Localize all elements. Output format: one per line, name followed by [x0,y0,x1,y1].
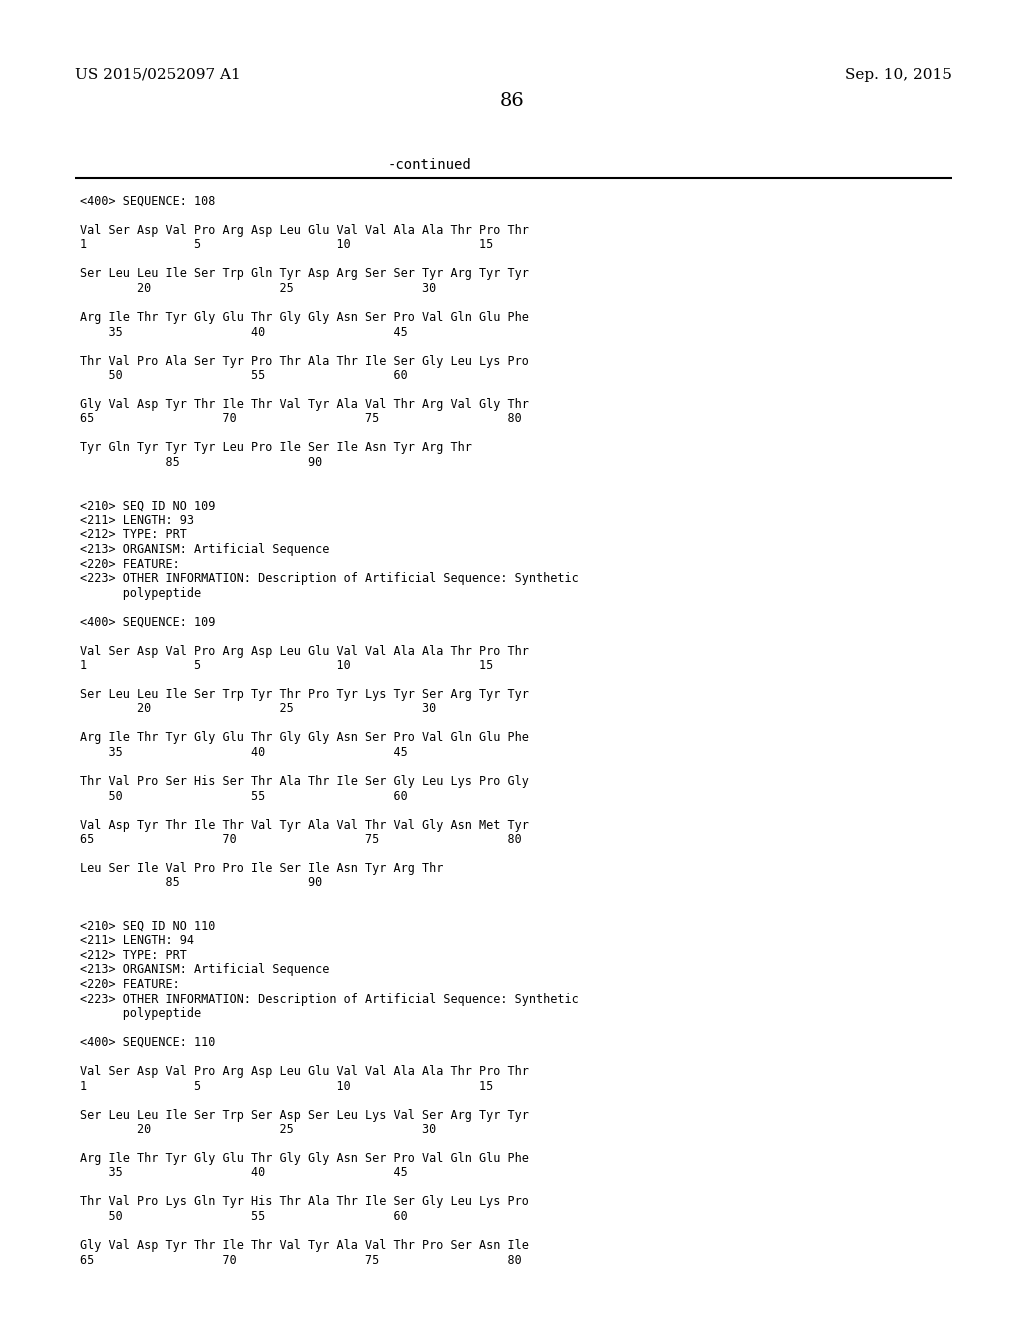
Text: Sep. 10, 2015: Sep. 10, 2015 [845,69,952,82]
Text: <400> SEQUENCE: 109: <400> SEQUENCE: 109 [80,615,215,628]
Text: 50                  55                  60: 50 55 60 [80,789,408,803]
Text: Tyr Gln Tyr Tyr Tyr Leu Pro Ile Ser Ile Asn Tyr Arg Thr: Tyr Gln Tyr Tyr Tyr Leu Pro Ile Ser Ile … [80,441,472,454]
Text: 35                  40                  45: 35 40 45 [80,1167,408,1180]
Text: 50                  55                  60: 50 55 60 [80,370,408,381]
Text: 65                  70                  75                  80: 65 70 75 80 [80,1254,522,1266]
Text: Leu Ser Ile Val Pro Pro Ile Ser Ile Asn Tyr Arg Thr: Leu Ser Ile Val Pro Pro Ile Ser Ile Asn … [80,862,443,875]
Text: 20                  25                  30: 20 25 30 [80,282,436,294]
Text: Val Ser Asp Val Pro Arg Asp Leu Glu Val Val Ala Ala Thr Pro Thr: Val Ser Asp Val Pro Arg Asp Leu Glu Val … [80,644,528,657]
Text: 1               5                   10                  15: 1 5 10 15 [80,659,494,672]
Text: Val Ser Asp Val Pro Arg Asp Leu Glu Val Val Ala Ala Thr Pro Thr: Val Ser Asp Val Pro Arg Asp Leu Glu Val … [80,1065,528,1078]
Text: Ser Leu Leu Ile Ser Trp Ser Asp Ser Leu Lys Val Ser Arg Tyr Tyr: Ser Leu Leu Ile Ser Trp Ser Asp Ser Leu … [80,1109,528,1122]
Text: 65                  70                  75                  80: 65 70 75 80 [80,412,522,425]
Text: Thr Val Pro Ser His Ser Thr Ala Thr Ile Ser Gly Leu Lys Pro Gly: Thr Val Pro Ser His Ser Thr Ala Thr Ile … [80,775,528,788]
Text: -continued: -continued [388,158,472,172]
Text: <400> SEQUENCE: 108: <400> SEQUENCE: 108 [80,195,215,209]
Text: US 2015/0252097 A1: US 2015/0252097 A1 [75,69,241,82]
Text: Ser Leu Leu Ile Ser Trp Gln Tyr Asp Arg Ser Ser Tyr Arg Tyr Tyr: Ser Leu Leu Ile Ser Trp Gln Tyr Asp Arg … [80,268,528,281]
Text: Thr Val Pro Lys Gln Tyr His Thr Ala Thr Ile Ser Gly Leu Lys Pro: Thr Val Pro Lys Gln Tyr His Thr Ala Thr … [80,1196,528,1209]
Text: Ser Leu Leu Ile Ser Trp Tyr Thr Pro Tyr Lys Tyr Ser Arg Tyr Tyr: Ser Leu Leu Ile Ser Trp Tyr Thr Pro Tyr … [80,688,528,701]
Text: <223> OTHER INFORMATION: Description of Artificial Sequence: Synthetic: <223> OTHER INFORMATION: Description of … [80,572,579,585]
Text: 20                  25                  30: 20 25 30 [80,702,436,715]
Text: <211> LENGTH: 93: <211> LENGTH: 93 [80,513,194,527]
Text: <212> TYPE: PRT: <212> TYPE: PRT [80,528,186,541]
Text: 65                  70                  75                  80: 65 70 75 80 [80,833,522,846]
Text: polypeptide: polypeptide [80,586,201,599]
Text: Arg Ile Thr Tyr Gly Glu Thr Gly Gly Asn Ser Pro Val Gln Glu Phe: Arg Ile Thr Tyr Gly Glu Thr Gly Gly Asn … [80,1152,528,1166]
Text: polypeptide: polypeptide [80,1007,201,1020]
Text: <400> SEQUENCE: 110: <400> SEQUENCE: 110 [80,1036,215,1049]
Text: <220> FEATURE:: <220> FEATURE: [80,978,180,991]
Text: <210> SEQ ID NO 109: <210> SEQ ID NO 109 [80,499,215,512]
Text: 35                  40                  45: 35 40 45 [80,746,408,759]
Text: Gly Val Asp Tyr Thr Ile Thr Val Tyr Ala Val Thr Pro Ser Asn Ile: Gly Val Asp Tyr Thr Ile Thr Val Tyr Ala … [80,1239,528,1251]
Text: Gly Val Asp Tyr Thr Ile Thr Val Tyr Ala Val Thr Arg Val Gly Thr: Gly Val Asp Tyr Thr Ile Thr Val Tyr Ala … [80,399,528,411]
Text: <213> ORGANISM: Artificial Sequence: <213> ORGANISM: Artificial Sequence [80,543,330,556]
Text: 85                  90: 85 90 [80,876,323,890]
Text: Arg Ile Thr Tyr Gly Glu Thr Gly Gly Asn Ser Pro Val Gln Glu Phe: Arg Ile Thr Tyr Gly Glu Thr Gly Gly Asn … [80,312,528,323]
Text: <223> OTHER INFORMATION: Description of Artificial Sequence: Synthetic: <223> OTHER INFORMATION: Description of … [80,993,579,1006]
Text: Val Ser Asp Val Pro Arg Asp Leu Glu Val Val Ala Ala Thr Pro Thr: Val Ser Asp Val Pro Arg Asp Leu Glu Val … [80,224,528,238]
Text: <212> TYPE: PRT: <212> TYPE: PRT [80,949,186,962]
Text: <213> ORGANISM: Artificial Sequence: <213> ORGANISM: Artificial Sequence [80,964,330,977]
Text: Arg Ile Thr Tyr Gly Glu Thr Gly Gly Asn Ser Pro Val Gln Glu Phe: Arg Ile Thr Tyr Gly Glu Thr Gly Gly Asn … [80,731,528,744]
Text: 85                  90: 85 90 [80,455,323,469]
Text: 1               5                   10                  15: 1 5 10 15 [80,1080,494,1093]
Text: 20                  25                  30: 20 25 30 [80,1123,436,1137]
Text: 50                  55                  60: 50 55 60 [80,1210,408,1224]
Text: <210> SEQ ID NO 110: <210> SEQ ID NO 110 [80,920,215,933]
Text: Val Asp Tyr Thr Ile Thr Val Tyr Ala Val Thr Val Gly Asn Met Tyr: Val Asp Tyr Thr Ile Thr Val Tyr Ala Val … [80,818,528,832]
Text: Thr Val Pro Ala Ser Tyr Pro Thr Ala Thr Ile Ser Gly Leu Lys Pro: Thr Val Pro Ala Ser Tyr Pro Thr Ala Thr … [80,355,528,367]
Text: <220> FEATURE:: <220> FEATURE: [80,557,180,570]
Text: 35                  40                  45: 35 40 45 [80,326,408,338]
Text: 1               5                   10                  15: 1 5 10 15 [80,239,494,252]
Text: 86: 86 [500,92,524,110]
Text: <211> LENGTH: 94: <211> LENGTH: 94 [80,935,194,948]
